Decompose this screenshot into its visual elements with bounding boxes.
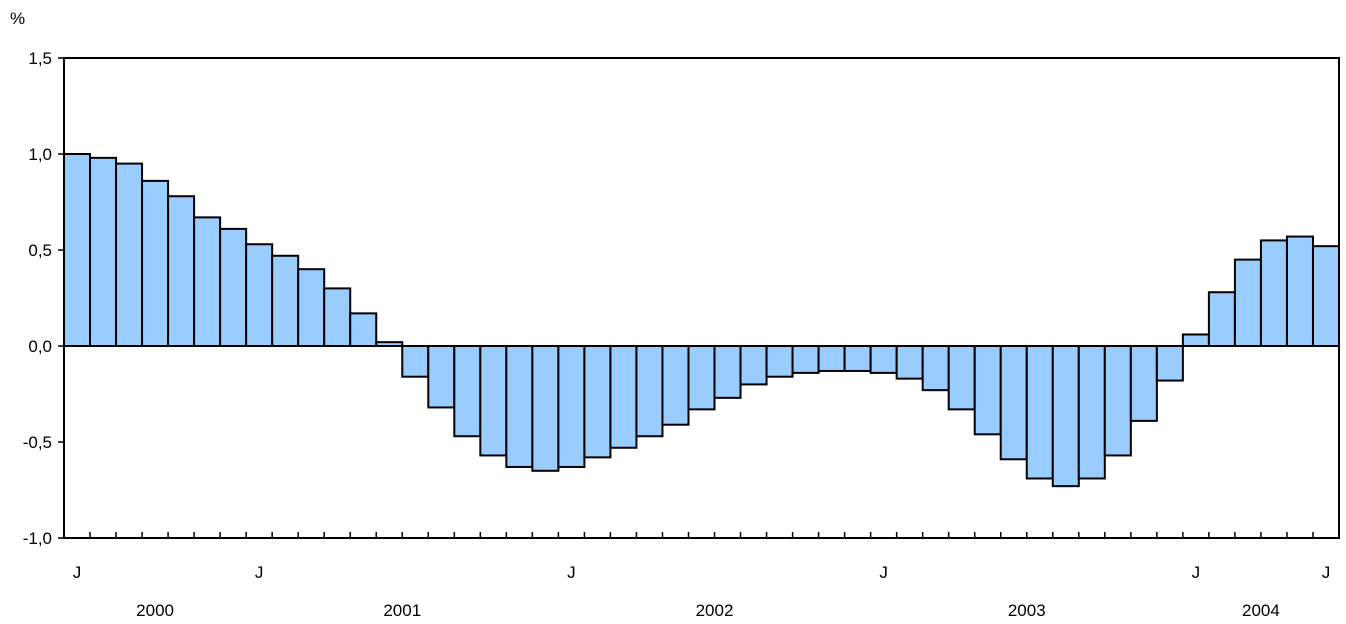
- bar: [115, 162, 144, 347]
- x-year-label: 2004: [1242, 601, 1280, 620]
- bar: [895, 345, 924, 380]
- bar: [1311, 245, 1341, 347]
- y-tick-label: 0,0: [28, 337, 52, 356]
- bar: [167, 195, 196, 347]
- bar: [739, 345, 768, 386]
- y-axis-unit-label: %: [10, 9, 25, 28]
- bar: [401, 345, 430, 378]
- y-tick-label: -0,5: [23, 433, 52, 452]
- bar: [1129, 345, 1158, 422]
- bar: [1103, 345, 1132, 457]
- bar: [323, 287, 352, 347]
- bar: [635, 345, 664, 438]
- x-year-label: 2002: [696, 601, 734, 620]
- bar: [479, 345, 508, 457]
- bar: [349, 312, 378, 347]
- bar: [531, 345, 560, 472]
- x-month-label: J: [1192, 563, 1201, 582]
- bar: [193, 216, 222, 347]
- bar: [661, 345, 690, 426]
- bar: [765, 345, 794, 378]
- bar: [947, 345, 976, 411]
- x-month-label: J: [1322, 563, 1331, 582]
- bar: [1233, 258, 1262, 348]
- bar: [791, 345, 820, 374]
- bar: [297, 268, 326, 348]
- bar: [89, 156, 118, 347]
- bar: [63, 153, 92, 347]
- bars-group: [63, 153, 1341, 488]
- bar: [1077, 345, 1106, 480]
- y-tick-label: 0,5: [28, 241, 52, 260]
- bar: [999, 345, 1028, 461]
- bar: [1259, 239, 1288, 347]
- bar: [973, 345, 1002, 436]
- bar: [1051, 345, 1080, 488]
- x-axis-labels: J J J J J J 2000 2001 2002 2003 2004: [73, 563, 1330, 620]
- bar: [687, 345, 716, 411]
- bar: [1025, 345, 1054, 480]
- bar: [219, 227, 248, 348]
- x-month-label: J: [73, 563, 82, 582]
- bar: [1155, 345, 1184, 382]
- bar: [427, 345, 456, 409]
- x-month-label: J: [879, 563, 888, 582]
- x-axis-ticks: [63, 532, 1340, 538]
- bar: [141, 179, 170, 347]
- y-tick-label: 1,5: [28, 49, 52, 68]
- bar: [713, 345, 742, 399]
- bar: [453, 345, 482, 438]
- bar: [869, 345, 898, 374]
- y-tick-label: 1,0: [28, 145, 52, 164]
- x-year-label: 2001: [383, 601, 421, 620]
- bar: [817, 345, 846, 372]
- bar: [1181, 333, 1210, 348]
- y-axis-ticks: 1,5 1,0 0,5 0,0 -0,5 -1,0: [23, 49, 64, 548]
- bar: [583, 345, 612, 459]
- bar: [557, 345, 586, 468]
- x-year-label: 2003: [1008, 601, 1046, 620]
- bar: [245, 243, 274, 348]
- bar: [1207, 291, 1236, 347]
- bar: [1285, 235, 1314, 347]
- bar: [271, 254, 300, 347]
- bar: [843, 345, 872, 372]
- bar: [505, 345, 534, 468]
- bar: [609, 345, 638, 449]
- x-year-label: 2000: [136, 601, 174, 620]
- bar: [921, 345, 950, 392]
- x-month-label: J: [567, 563, 576, 582]
- y-tick-label: -1,0: [23, 529, 52, 548]
- plot-frame: [63, 57, 1340, 539]
- x-month-label: J: [255, 563, 264, 582]
